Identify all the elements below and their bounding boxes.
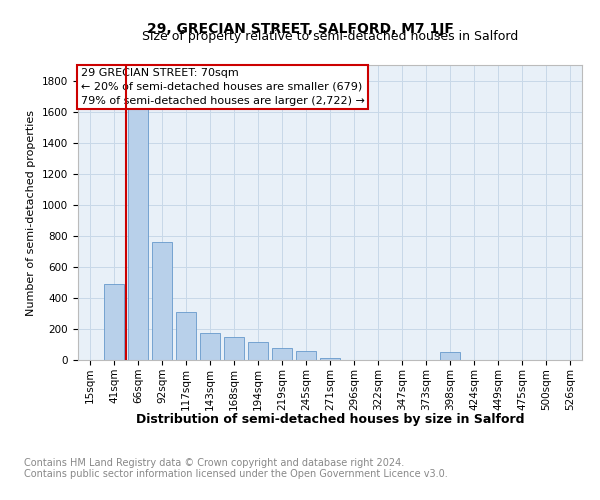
Bar bbox=[224, 338, 244, 360]
Text: 29, GRECIAN STREET, SALFORD, M7 1JF: 29, GRECIAN STREET, SALFORD, M7 1JF bbox=[146, 22, 454, 36]
Bar bbox=[272, 348, 292, 360]
Bar bbox=[440, 352, 460, 360]
Bar bbox=[200, 333, 220, 360]
Bar bbox=[176, 312, 196, 360]
Bar bbox=[152, 242, 172, 360]
Bar bbox=[248, 342, 268, 360]
Text: Distribution of semi-detached houses by size in Salford: Distribution of semi-detached houses by … bbox=[136, 412, 524, 426]
Bar bbox=[104, 284, 124, 360]
Text: Contains HM Land Registry data © Crown copyright and database right 2024.
Contai: Contains HM Land Registry data © Crown c… bbox=[24, 458, 448, 479]
Bar bbox=[128, 93, 148, 360]
Bar bbox=[320, 358, 340, 360]
Title: Size of property relative to semi-detached houses in Salford: Size of property relative to semi-detach… bbox=[142, 30, 518, 43]
Bar bbox=[296, 350, 316, 360]
Y-axis label: Number of semi-detached properties: Number of semi-detached properties bbox=[26, 110, 37, 316]
Text: 29 GRECIAN STREET: 70sqm
← 20% of semi-detached houses are smaller (679)
79% of : 29 GRECIAN STREET: 70sqm ← 20% of semi-d… bbox=[80, 68, 364, 106]
